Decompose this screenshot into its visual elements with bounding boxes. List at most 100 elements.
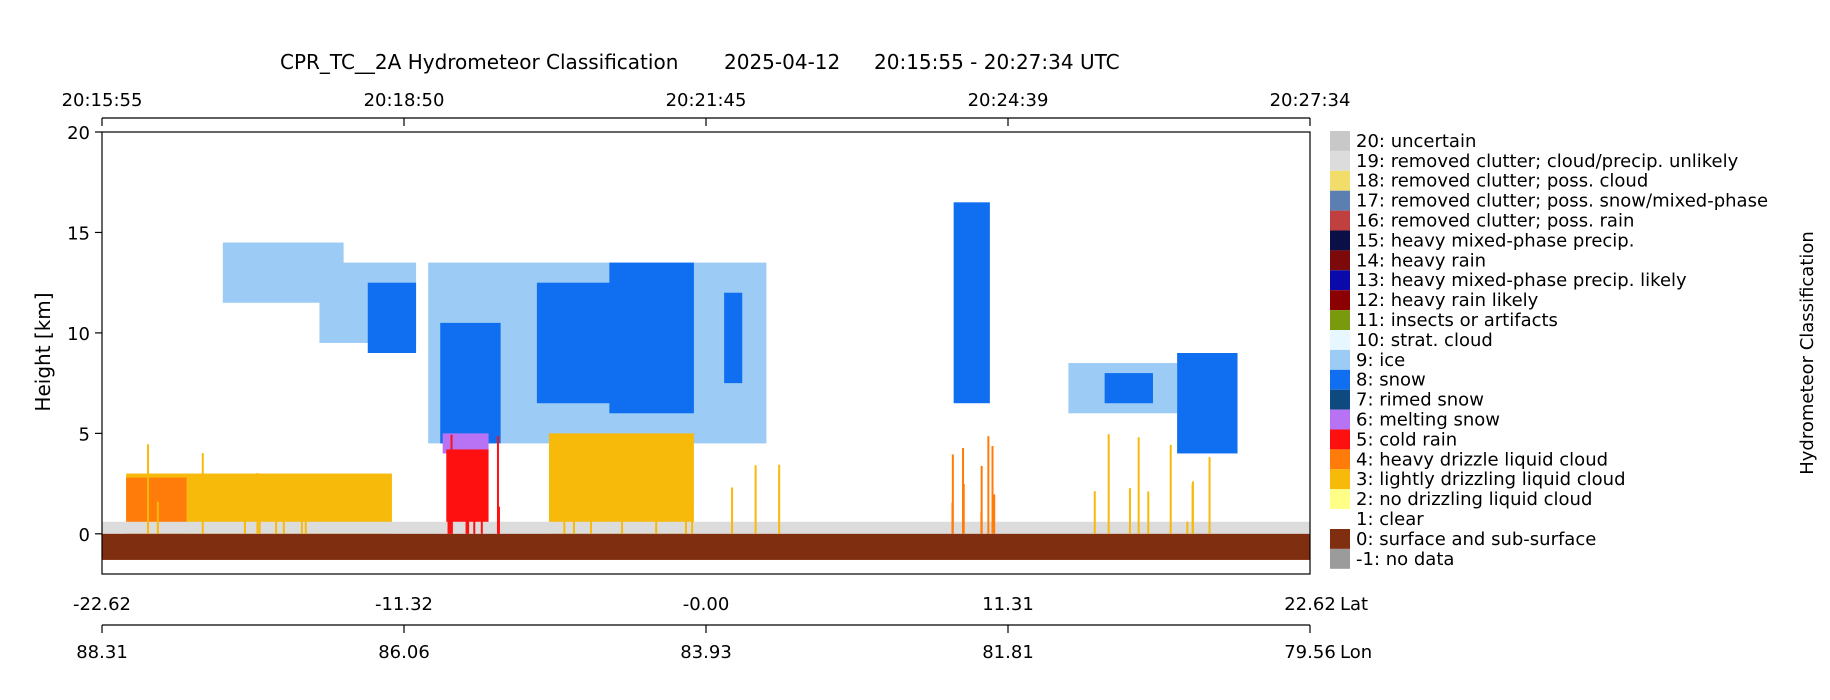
legend-label-19: 19: removed clutter; cloud/precip. unlik… bbox=[1356, 151, 1739, 172]
precip-streak-4-7 bbox=[1107, 434, 1110, 534]
precip-streak-1-7 bbox=[467, 502, 470, 534]
precip-streak-3-3 bbox=[962, 484, 965, 534]
legend-swatch-10 bbox=[1330, 330, 1350, 350]
class-region-8-6 bbox=[609, 262, 694, 414]
class-region-6-8 bbox=[442, 433, 489, 454]
legend-label-14: 14: heavy rain bbox=[1356, 250, 1486, 271]
lon-tick-label-4: 79.56 bbox=[1284, 642, 1336, 663]
class-region-8-12 bbox=[1104, 373, 1153, 404]
legend-label-1: 1: clear bbox=[1356, 509, 1424, 530]
precip-streak-2-6 bbox=[590, 503, 593, 534]
precip-streak-1-6 bbox=[450, 434, 453, 534]
y-tick-label-2: 10 bbox=[67, 324, 90, 345]
classification-field bbox=[102, 202, 1310, 560]
precip-streak-3-7 bbox=[987, 436, 990, 534]
legend-swatch-1 bbox=[1330, 509, 1350, 529]
legend-swatch-7 bbox=[1330, 389, 1350, 410]
precip-streak-4-4 bbox=[1137, 437, 1140, 534]
lon-tick-label-2: 83.93 bbox=[680, 642, 732, 663]
precip-streak-0-6 bbox=[300, 516, 303, 534]
lon-tick-label-3: 81.81 bbox=[982, 642, 1034, 663]
legend-swatch-15 bbox=[1330, 230, 1350, 251]
time-tick-label-1: 20:18:50 bbox=[364, 90, 445, 111]
plot-frame bbox=[101, 131, 1311, 575]
legend-swatch-3 bbox=[1330, 469, 1350, 490]
precip-streak-0-1 bbox=[156, 501, 159, 534]
precip-streak-0-8 bbox=[304, 509, 307, 534]
precip-streak-0-3 bbox=[147, 444, 150, 534]
lon-tick-label-1: 86.06 bbox=[378, 642, 430, 663]
time-tick-label-3: 20:24:39 bbox=[968, 90, 1049, 111]
precip-streak-1-5 bbox=[480, 498, 483, 534]
legend-swatch-16 bbox=[1330, 210, 1350, 231]
precip-streak-0-2 bbox=[243, 477, 246, 534]
precip-streak-3-0 bbox=[993, 494, 996, 534]
legend-swatch-0 bbox=[1330, 529, 1350, 549]
legend-swatch-6 bbox=[1330, 409, 1350, 430]
chart-title-date: 2025-04-12 bbox=[724, 50, 840, 74]
chart-title-product: CPR_TC__2A Hydrometeor Classification bbox=[280, 50, 678, 74]
legend-label-9: 9: ice bbox=[1356, 350, 1405, 371]
legend-swatch-17 bbox=[1330, 190, 1350, 211]
lon-axis: 88.31 86.06 83.93 81.81 79.56 bbox=[76, 624, 1336, 663]
precip-streak-1-9 bbox=[449, 453, 452, 534]
legend-swatch-4 bbox=[1330, 449, 1350, 470]
class-region-8-2 bbox=[367, 282, 417, 353]
legend-label-4: 4: heavy drizzle liquid cloud bbox=[1356, 449, 1608, 470]
time-tick-label-4: 20:27:34 bbox=[1270, 90, 1351, 111]
legend-label-12: 12: heavy rain likely bbox=[1356, 290, 1539, 311]
precip-streak-4-2 bbox=[1128, 488, 1131, 534]
time-tick-label-0: 20:15:55 bbox=[62, 90, 143, 111]
precip-streak-1-1 bbox=[496, 436, 499, 534]
legend-swatch-12 bbox=[1330, 290, 1350, 311]
lat-tick-label-0: -22.62 bbox=[73, 594, 131, 615]
legend-swatch--1 bbox=[1330, 548, 1350, 569]
class-region-19-17 bbox=[102, 521, 1310, 534]
precip-streak-3-9 bbox=[980, 465, 983, 534]
lat-tick-label-2: -0.00 bbox=[683, 594, 730, 615]
legend-label--1: -1: no data bbox=[1356, 549, 1454, 570]
precip-streak-1-8 bbox=[473, 493, 476, 534]
precip-streak-3-8 bbox=[991, 445, 994, 534]
class-region-8-4 bbox=[440, 322, 501, 444]
y-tick-label-4: 0 bbox=[79, 525, 90, 546]
plot-area bbox=[101, 131, 1311, 575]
legend-swatch-18 bbox=[1330, 170, 1350, 191]
time-tick-label-2: 20:21:45 bbox=[666, 90, 747, 111]
legend-label-2: 2: no drizzling liquid cloud bbox=[1356, 489, 1592, 510]
chart-title-time-range: 20:15:55 - 20:27:34 UTC bbox=[874, 50, 1120, 74]
legend-swatch-20 bbox=[1330, 131, 1350, 151]
legend-swatch-5 bbox=[1330, 429, 1350, 450]
precip-streak-1-3 bbox=[497, 506, 500, 534]
precip-streak-1-4 bbox=[465, 474, 468, 534]
class-region-8-10 bbox=[953, 202, 990, 404]
lat-axis-label: Lat bbox=[1340, 594, 1368, 615]
legend-swatch-9 bbox=[1330, 349, 1350, 370]
legend-swatch-2 bbox=[1330, 489, 1350, 510]
precip-streak-4-3 bbox=[1208, 457, 1211, 534]
lat-axis: -22.62 -11.32 -0.00 11.31 22.62 bbox=[73, 594, 1336, 615]
precip-streak-4-8 bbox=[1169, 444, 1172, 534]
colorbar-label: Hydrometeor Classification bbox=[1797, 231, 1818, 475]
legend-swatch-19 bbox=[1330, 150, 1350, 171]
legend-label-16: 16: removed clutter; poss. rain bbox=[1356, 211, 1634, 232]
precip-streak-0-0 bbox=[256, 473, 259, 534]
precip-streak-2-1 bbox=[573, 440, 576, 534]
classification-detail bbox=[147, 434, 1211, 534]
precip-streak-4-9 bbox=[1191, 481, 1194, 534]
class-region-0-18 bbox=[102, 533, 1310, 560]
y-axis-label: Height [km] bbox=[31, 292, 55, 411]
legend-label-0: 0: surface and sub-surface bbox=[1356, 529, 1596, 550]
precip-streak-2-3 bbox=[691, 502, 694, 534]
precip-streak-4-1 bbox=[1147, 491, 1150, 534]
precip-streak-0-7 bbox=[258, 502, 261, 534]
precip-streak-2-4 bbox=[731, 487, 734, 534]
legend-label-18: 18: removed clutter; poss. cloud bbox=[1356, 171, 1648, 192]
y-axis: 20 15 10 5 0 bbox=[67, 123, 102, 546]
lat-tick-label-3: 11.31 bbox=[982, 594, 1034, 615]
precip-streak-4-0 bbox=[1186, 521, 1189, 534]
lat-tick-label-1: -11.32 bbox=[375, 594, 433, 615]
legend-swatch-8 bbox=[1330, 369, 1350, 390]
